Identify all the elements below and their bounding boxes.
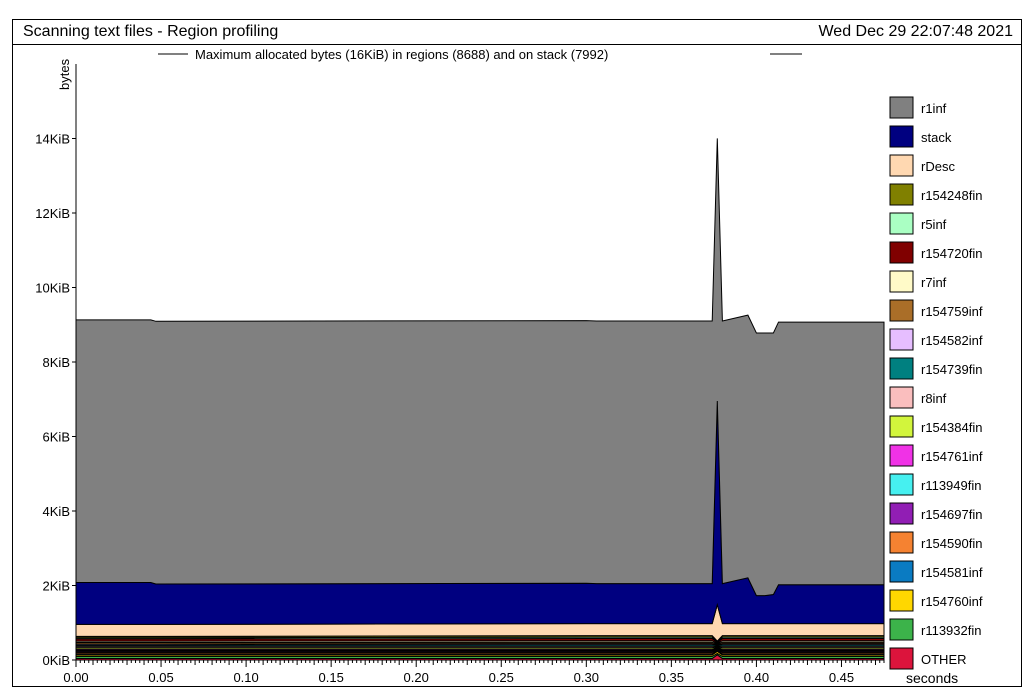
legend-swatch-r154720fin (889, 241, 914, 264)
legend-label-r154720fin: r154720fin (921, 246, 982, 261)
x-tick-label: 0.45 (829, 670, 854, 685)
x-tick-label: 0.20 (404, 670, 429, 685)
stacked-areas (75, 138, 885, 661)
legend-swatch-r5inf (889, 212, 914, 235)
legend-swatch-r154761inf (889, 444, 914, 467)
legend-swatch-r154590fin (889, 531, 914, 554)
y-tick-label: 12KiB (35, 206, 70, 221)
legend-label-r154697fin: r154697fin (921, 507, 982, 522)
legend-swatch-stack (889, 125, 914, 148)
legend-swatch-r154582inf (889, 328, 914, 351)
legend-label-r154761inf: r154761inf (921, 449, 983, 464)
legend-swatch-r154248fin (889, 183, 914, 206)
legend-swatch-r154759inf (889, 299, 914, 322)
legend-label-r154582inf: r154582inf (921, 333, 983, 348)
legend-swatch-r154697fin (889, 502, 914, 525)
page-title: Scanning text files - Region profiling (23, 23, 279, 40)
legend-swatch-r8inf (889, 386, 914, 409)
legend-swatch-r113932fin (889, 618, 914, 641)
y-tick-label: 2KiB (43, 579, 70, 594)
legend-swatch-r154384fin (889, 415, 914, 438)
y-tick-label: 14KiB (35, 132, 70, 147)
legend-label-r154760inf: r154760inf (921, 594, 983, 609)
legend-label-r154759inf: r154759inf (921, 304, 983, 319)
area-r1inf (75, 138, 885, 597)
legend-label-r154581inf: r154581inf (921, 565, 983, 580)
legend-label-r154248fin: r154248fin (921, 188, 982, 203)
legend-label-r154590fin: r154590fin (921, 536, 982, 551)
y-tick-label: 8KiB (43, 355, 70, 370)
legend-swatch-r154739fin (889, 357, 914, 380)
x-tick-label: 0.00 (63, 670, 88, 685)
y-tick-label: 10KiB (35, 281, 70, 296)
legend-swatch-rDesc (889, 154, 914, 177)
legend-label-r113949fin: r113949fin (921, 478, 981, 493)
legend-label-r154384fin: r154384fin (921, 420, 982, 435)
timestamp: Wed Dec 29 22:07:48 2021 (818, 23, 1013, 40)
y-tick-label: 6KiB (43, 430, 70, 445)
x-ticks: 0.00 0.05 0.10 0.15 0.20 0.25 0.30 0.35 0.40 0.45 (63, 660, 885, 685)
legend-swatch-r113949fin (889, 473, 914, 496)
x-tick-label: 0.35 (659, 670, 684, 685)
legend: r1inf stack rDesc r154248fin r5inf r154720fin… (889, 96, 983, 670)
x-tick-label: 0.10 (233, 670, 258, 685)
legend-label-stack: stack (921, 130, 952, 145)
y-axis-label: bytes (57, 58, 72, 90)
y-tick-label: 4KiB (43, 504, 70, 519)
legend-label-r5inf: r5inf (921, 217, 947, 232)
legend-label-r8inf: r8inf (921, 391, 947, 406)
legend-label-OTHER: OTHER (921, 652, 967, 667)
x-axis-label: seconds (906, 670, 958, 686)
legend-swatch-OTHER (889, 647, 914, 670)
x-tick-label: 0.30 (574, 670, 599, 685)
legend-swatch-r154760inf (889, 589, 914, 612)
x-tick-label: 0.15 (319, 670, 344, 685)
x-tick-label: 0.25 (489, 670, 514, 685)
legend-label-r154739fin: r154739fin (921, 362, 982, 377)
chart-subtitle: Maximum allocated bytes (16KiB) in regio… (195, 47, 608, 62)
legend-swatch-r1inf (889, 96, 914, 119)
y-tick-label: 0KiB (43, 653, 70, 668)
legend-label-r7inf: r7inf (921, 275, 947, 290)
x-tick-label: 0.05 (148, 670, 173, 685)
legend-label-r113932fin: r113932fin (921, 623, 981, 638)
y-ticks: 0KiB 2KiB 4KiB 6KiB 8KiB 10KiB 12KiB 14KiB (35, 132, 76, 668)
title-bar: Scanning text files - Region profiling W… (12, 19, 1022, 45)
legend-swatch-r154581inf (889, 560, 914, 583)
legend-swatch-r7inf (889, 270, 914, 293)
legend-label-r1inf: r1inf (921, 101, 947, 116)
x-tick-label: 0.40 (744, 670, 769, 685)
legend-label-rDesc: rDesc (921, 159, 955, 174)
